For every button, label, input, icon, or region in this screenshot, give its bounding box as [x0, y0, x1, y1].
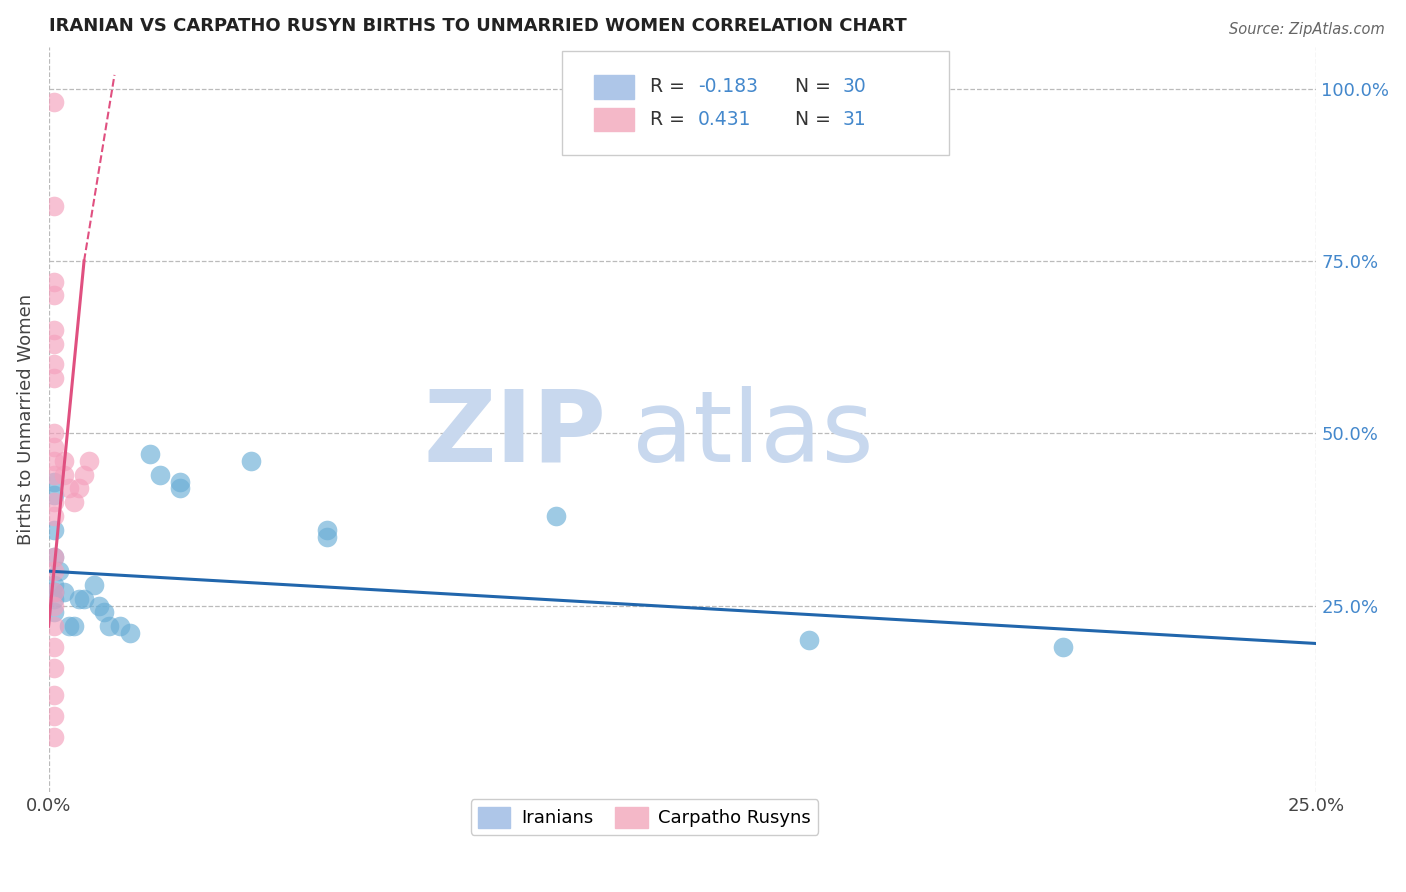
- Point: [52, 454, 75, 468]
- Point: [42, 426, 65, 441]
- Point: [52, 467, 75, 482]
- Text: ZIP: ZIP: [423, 386, 606, 483]
- FancyBboxPatch shape: [593, 108, 634, 131]
- Point: [77, 454, 100, 468]
- Point: [240, 454, 263, 468]
- Text: R =: R =: [650, 78, 690, 96]
- Point: [169, 475, 191, 489]
- FancyBboxPatch shape: [562, 51, 949, 155]
- FancyBboxPatch shape: [593, 75, 634, 99]
- Point: [42, 709, 65, 723]
- Point: [42, 475, 65, 489]
- Point: [149, 467, 172, 482]
- Text: 30: 30: [842, 78, 866, 96]
- Point: [42, 371, 65, 385]
- Point: [42, 578, 65, 592]
- Point: [63, 495, 86, 509]
- Text: 31: 31: [842, 110, 866, 129]
- Point: [42, 688, 65, 702]
- Point: [73, 467, 96, 482]
- Point: [93, 606, 115, 620]
- Point: [73, 591, 96, 606]
- Legend: Iranians, Carpatho Rusyns: Iranians, Carpatho Rusyns: [471, 799, 818, 835]
- Point: [544, 508, 567, 523]
- Point: [42, 619, 65, 633]
- Point: [67, 591, 90, 606]
- Text: Source: ZipAtlas.com: Source: ZipAtlas.com: [1229, 22, 1385, 37]
- Text: 0.431: 0.431: [697, 110, 751, 129]
- Point: [83, 578, 105, 592]
- Point: [42, 606, 65, 620]
- Text: atlas: atlas: [631, 386, 873, 483]
- Point: [42, 275, 65, 289]
- Point: [42, 488, 65, 502]
- Point: [139, 447, 162, 461]
- Point: [98, 619, 121, 633]
- Point: [67, 482, 90, 496]
- Point: [42, 564, 65, 578]
- Point: [42, 454, 65, 468]
- Text: IRANIAN VS CARPATHO RUSYN BIRTHS TO UNMARRIED WOMEN CORRELATION CHART: IRANIAN VS CARPATHO RUSYN BIRTHS TO UNMA…: [49, 17, 907, 35]
- Point: [42, 550, 65, 565]
- Text: N =: N =: [796, 110, 837, 129]
- Point: [108, 619, 131, 633]
- Point: [42, 288, 65, 302]
- Point: [42, 323, 65, 337]
- Point: [42, 640, 65, 654]
- Point: [58, 619, 80, 633]
- Point: [42, 591, 65, 606]
- Point: [58, 482, 80, 496]
- Point: [1052, 640, 1074, 654]
- Point: [63, 619, 86, 633]
- Point: [42, 584, 65, 599]
- Point: [89, 599, 111, 613]
- Point: [118, 626, 141, 640]
- Point: [42, 199, 65, 213]
- Point: [316, 530, 339, 544]
- Point: [799, 633, 821, 648]
- Point: [42, 357, 65, 371]
- Point: [42, 523, 65, 537]
- Point: [42, 336, 65, 351]
- Point: [42, 550, 65, 565]
- Point: [42, 660, 65, 674]
- Point: [169, 482, 191, 496]
- Point: [42, 584, 65, 599]
- Point: [42, 95, 65, 110]
- Text: R =: R =: [650, 110, 690, 129]
- Point: [42, 508, 65, 523]
- Point: [42, 440, 65, 454]
- Point: [52, 584, 75, 599]
- Point: [42, 495, 65, 509]
- Text: N =: N =: [796, 78, 837, 96]
- Point: [42, 599, 65, 613]
- Point: [42, 467, 65, 482]
- Point: [42, 730, 65, 744]
- Point: [316, 523, 339, 537]
- Y-axis label: Births to Unmarried Women: Births to Unmarried Women: [17, 294, 35, 545]
- Text: -0.183: -0.183: [697, 78, 758, 96]
- Point: [48, 564, 70, 578]
